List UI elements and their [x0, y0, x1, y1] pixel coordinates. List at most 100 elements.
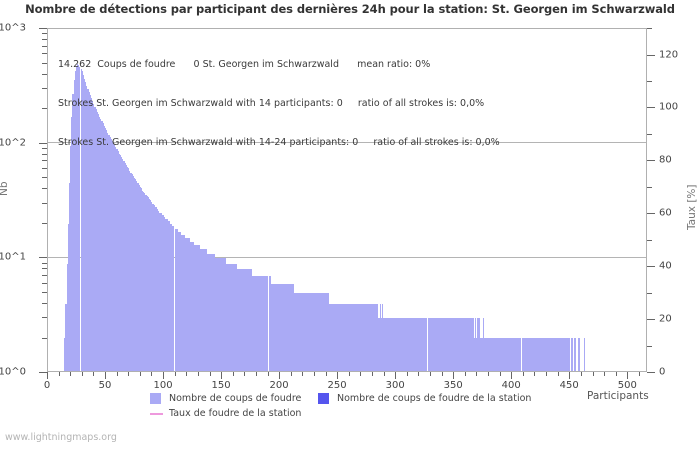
x-axis-title: Participants: [587, 390, 649, 402]
bar: [183, 234, 185, 371]
x-axis-tick-minor: [174, 372, 176, 376]
x-axis-tick-minor: [430, 372, 431, 376]
bar: [81, 71, 83, 371]
y-axis-left-tick-minor: [42, 337, 47, 339]
x-axis-tick-minor: [522, 372, 524, 376]
bar: [230, 263, 232, 371]
bar: [92, 101, 94, 371]
bar: [209, 253, 211, 371]
bar: [155, 207, 158, 371]
bar: [259, 276, 261, 371]
bar: [117, 151, 119, 371]
bar: [321, 292, 324, 371]
bar: [475, 318, 477, 371]
bar: [131, 174, 133, 371]
y-axis-left-label: 10^0: [0, 366, 26, 378]
bar: [283, 283, 285, 371]
bar: [95, 109, 97, 371]
bar: [241, 269, 243, 371]
bar: [340, 303, 342, 371]
bar: [190, 241, 192, 371]
bar: [304, 292, 306, 371]
bar: [554, 338, 556, 371]
bar: [397, 318, 399, 371]
bar: [189, 241, 191, 371]
bar: [303, 292, 305, 371]
y-axis-left-tick-minor: [42, 88, 47, 89]
bar: [516, 338, 519, 371]
bar: [87, 88, 89, 371]
bar: [434, 318, 436, 371]
bar: [480, 338, 483, 371]
bar: [320, 292, 322, 371]
bar: [574, 338, 577, 371]
bar: [143, 191, 145, 371]
bar: [556, 338, 558, 371]
bar: [442, 318, 444, 371]
legend-item-station-strokes[interactable]: Nombre de coups de foudre de la station: [318, 393, 531, 404]
bar: [412, 318, 414, 371]
bar: [288, 283, 290, 371]
bar: [145, 194, 147, 371]
bar: [114, 145, 116, 371]
bar: [360, 303, 362, 371]
y-axis-left-tick-minor: [42, 53, 47, 55]
bar: [535, 338, 537, 371]
x-axis-label: 50: [98, 380, 112, 391]
gridline-1e1: [48, 257, 646, 258]
bar: [578, 338, 580, 371]
x-axis-tick-minor: [325, 372, 327, 376]
x-axis-tick-minor: [418, 372, 420, 376]
bar: [533, 338, 535, 371]
x-axis-tick-minor: [244, 372, 246, 376]
bar: [151, 202, 153, 371]
bar: [513, 338, 515, 371]
bar: [325, 292, 327, 371]
bar: [529, 338, 531, 371]
bar: [246, 269, 248, 371]
bar: [99, 116, 101, 371]
bar: [430, 318, 433, 371]
bar: [89, 95, 91, 371]
bar: [298, 292, 300, 371]
x-axis-tick-major: [453, 372, 455, 379]
bar: [109, 136, 111, 371]
bar: [198, 245, 201, 371]
bar: [176, 229, 178, 371]
bar: [486, 338, 488, 371]
y-axis-right-tick-major: [647, 107, 655, 109]
bar: [133, 178, 136, 371]
bar: [477, 318, 479, 371]
bar: [203, 249, 205, 371]
bar: [388, 318, 390, 371]
x-axis-tick-major: [627, 372, 629, 379]
legend-item-strokes[interactable]: Nombre de coups de foudre: [150, 393, 301, 404]
bar: [567, 338, 570, 371]
bar: [150, 200, 152, 371]
y-axis-left-tick-minor: [42, 268, 47, 270]
bar: [252, 276, 254, 371]
bar: [463, 318, 465, 371]
bar: [505, 338, 507, 371]
y-axis-left-tick-minor: [42, 108, 47, 110]
bar: [262, 276, 264, 371]
bar: [511, 338, 513, 371]
legend-item-rate[interactable]: Taux de foudre de la station: [150, 408, 301, 419]
bar: [162, 214, 165, 371]
bar: [450, 318, 452, 371]
bar: [398, 318, 400, 371]
bar: [355, 303, 357, 371]
bar: [540, 338, 542, 371]
bar: [507, 338, 509, 371]
bar: [411, 318, 413, 371]
x-axis-tick-minor: [128, 372, 130, 376]
bar: [135, 179, 137, 371]
bar: [238, 269, 240, 371]
bar: [527, 338, 529, 371]
bar: [484, 338, 486, 371]
x-axis-label: 500: [617, 380, 637, 391]
bar: [413, 318, 415, 371]
annotation-line-3: Strokes St. Georgen im Schwarzwald with …: [58, 137, 500, 148]
bar: [584, 338, 586, 371]
bar: [399, 318, 401, 371]
